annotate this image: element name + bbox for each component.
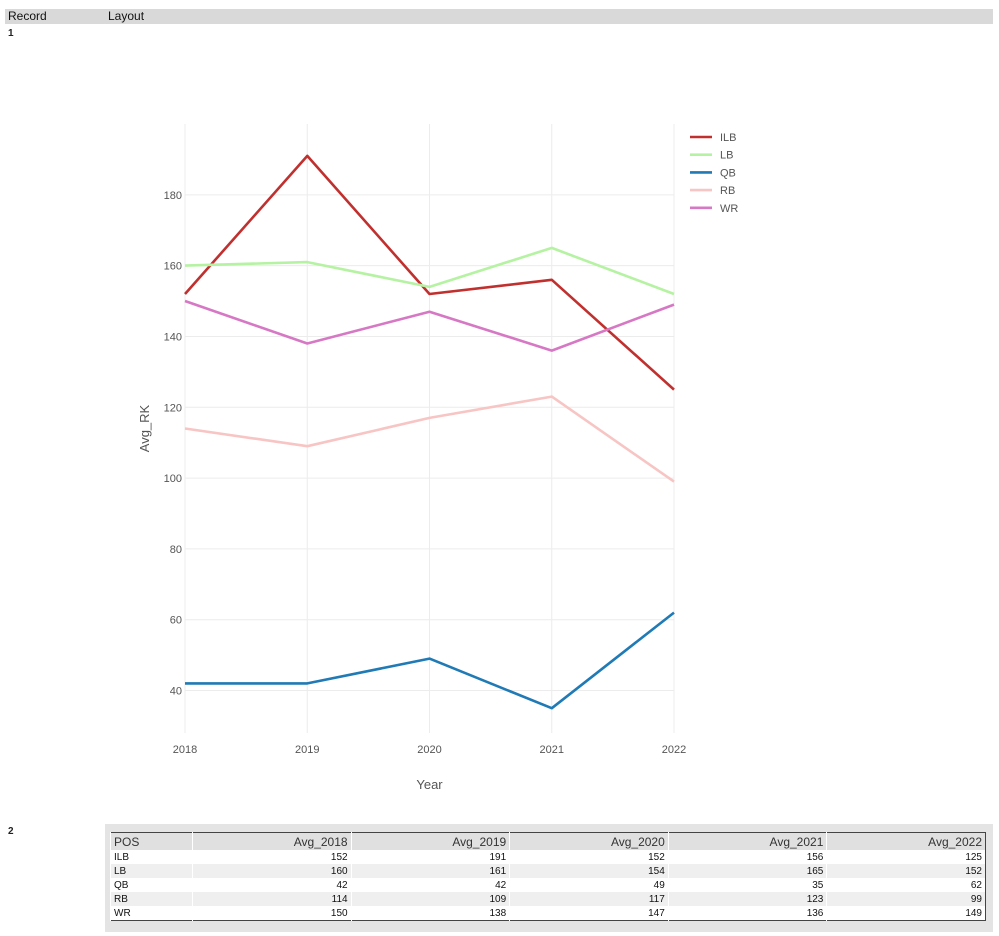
table-cell: 42 (350, 878, 510, 892)
table-panel: POS Avg_2018 Avg_2019 Avg_2020 Avg_2021 Avg_2… (105, 824, 993, 932)
series-line-wr (184, 299, 675, 352)
table-cell: ILB (110, 850, 193, 864)
y-tick-label: 120 (164, 402, 182, 414)
record-number-2: 2 (8, 826, 14, 837)
table-cell: 117 (509, 892, 669, 906)
table-body: ILB 152 191 152 156 125 LB 160 161 154 165 152 QB 42 4… (110, 850, 986, 921)
table-row: QB 42 42 49 35 62 (110, 878, 986, 892)
column-header-avg-2019: Avg_2019 (350, 832, 510, 850)
column-header-avg-2018: Avg_2018 (192, 832, 352, 850)
table-cell: 152 (826, 864, 986, 878)
y-tick-label: 100 (164, 473, 182, 485)
legend-label-wr: WR (720, 203, 738, 215)
table-cell: 152 (509, 850, 669, 864)
series-line-qb (185, 611, 675, 710)
table-cell: 42 (192, 878, 352, 892)
x-tick-label: 2018 (173, 744, 197, 756)
table-cell: 191 (350, 850, 510, 864)
legend-label-ilb: ILB (720, 132, 737, 144)
table-cell: 160 (192, 864, 352, 878)
x-tick-label: 2021 (540, 744, 564, 756)
column-header-avg-2021: Avg_2021 (667, 832, 827, 850)
line-chart: 40 60 80 100 120 140 160 180 2018 2019 2020 2021 202… (137, 124, 738, 792)
table-cell: RB (110, 892, 193, 906)
table-cell: LB (110, 864, 193, 878)
x-axis-label: Year (416, 777, 443, 792)
table-cell: 109 (350, 892, 510, 906)
table-cell: 62 (826, 878, 986, 892)
table-cell: 114 (192, 892, 352, 906)
legend-label-rb: RB (720, 185, 735, 197)
y-tick-label: 80 (170, 544, 182, 556)
y-tick-label: 180 (164, 190, 182, 202)
table-cell: QB (110, 878, 193, 892)
y-tick-label: 60 (170, 615, 182, 627)
y-tick-label: 40 (170, 686, 182, 698)
table-cell: 149 (826, 906, 986, 921)
record-column-header: Record (8, 9, 47, 23)
table-cell: 165 (667, 864, 827, 878)
table-header-row: POS Avg_2018 Avg_2019 Avg_2020 Avg_2021 Avg_2… (110, 832, 986, 850)
series-line-ilb (184, 154, 675, 391)
y-tick-label: 160 (164, 261, 182, 273)
record-number-1: 1 (8, 28, 14, 39)
table-cell: WR (110, 906, 193, 921)
table-cell: 99 (826, 892, 986, 906)
layout-column-header: Layout (108, 9, 145, 23)
table-cell: 136 (667, 906, 827, 921)
column-header-avg-2022: Avg_2022 (826, 832, 986, 850)
table-cell: 123 (667, 892, 827, 906)
table-cell: 152 (192, 850, 352, 864)
record-header-bar: Record Layout (5, 9, 993, 24)
legend-label-qb: QB (720, 167, 736, 179)
table-cell: 138 (350, 906, 510, 921)
table-cell: 154 (509, 864, 669, 878)
table-cell: 49 (509, 878, 669, 892)
legend-label-lb: LB (720, 150, 733, 162)
table-row: ILB 152 191 152 156 125 (110, 850, 986, 864)
table-cell: 161 (350, 864, 510, 878)
table-cell: 150 (192, 906, 352, 921)
column-header-avg-2020: Avg_2020 (509, 832, 669, 850)
x-tick-label: 2020 (417, 744, 441, 756)
series-line-rb (184, 395, 675, 483)
x-tick-label: 2022 (662, 744, 686, 756)
data-table: POS Avg_2018 Avg_2019 Avg_2020 Avg_2021 Avg_2… (110, 832, 986, 921)
table-row: RB 114 109 117 123 99 (110, 892, 986, 906)
table-row: LB 160 161 154 165 152 (110, 864, 986, 878)
table-cell: 35 (667, 878, 827, 892)
y-tick-label: 140 (164, 331, 182, 343)
table-row: WR 150 138 147 136 149 (110, 906, 986, 921)
table-cell: 156 (667, 850, 827, 864)
series-line-lb (184, 246, 675, 296)
x-tick-label: 2019 (295, 744, 319, 756)
y-axis-label: Avg_RK (137, 404, 152, 452)
table-cell: 147 (509, 906, 669, 921)
table-cell: 125 (826, 850, 986, 864)
column-header-pos: POS (110, 832, 193, 850)
